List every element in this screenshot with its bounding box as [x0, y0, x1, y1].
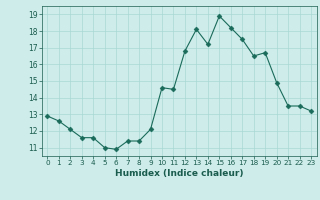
X-axis label: Humidex (Indice chaleur): Humidex (Indice chaleur) [115, 169, 244, 178]
